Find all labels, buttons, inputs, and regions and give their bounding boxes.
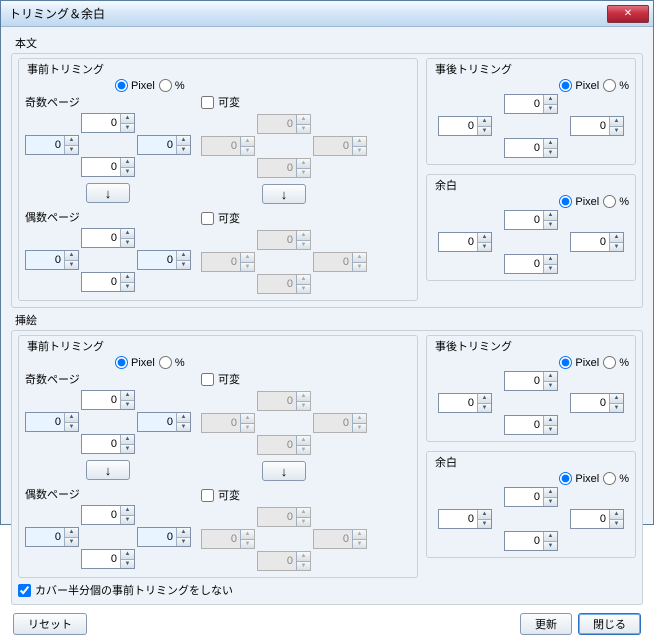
body-margin-right-spinner[interactable]: ▲▼ (570, 232, 624, 252)
reset-button[interactable]: リセット (13, 613, 87, 635)
illust-even-var-quad: ▲▼ ▲▼ ▲▼ ▲▼ (201, 507, 367, 571)
illustration-section-label: 挿絵 (15, 312, 643, 328)
body-even-variable-checkbox[interactable]: 可変 (201, 210, 240, 226)
content-area: 本文 事前トリミング Pixel % 奇数ページ ▲▼ (1, 27, 653, 524)
body-post-left-spinner[interactable]: ▲▼ (438, 116, 492, 136)
body-even-var-left-spinner: ▲▼ (201, 252, 255, 272)
illust-odd-variable-checkbox[interactable]: 可変 (201, 371, 240, 387)
body-margin-percent-radio[interactable]: % (603, 195, 629, 208)
body-odd-variable-checkbox[interactable]: 可変 (201, 94, 240, 110)
body-post-trim-group: 事後トリミング Pixel % ▲▼ ▲▼ ▲▼ ▲▼ (426, 58, 636, 165)
body-post-right-spinner[interactable]: ▲▼ (570, 116, 624, 136)
illust-margin-percent-radio[interactable]: % (603, 472, 629, 485)
body-section-label: 本文 (15, 35, 643, 51)
illust-even-left-spinner[interactable]: ▲▼ (25, 527, 79, 547)
body-odd-quad: ▲▼ ▲▼ ▲▼ ▲▼ (25, 113, 191, 177)
illust-post-trim-group: 事後トリミング Pixel % ▲▼ ▲▼ ▲▼ ▲▼ (426, 335, 636, 442)
body-margin-pixel-radio[interactable]: Pixel (559, 195, 599, 208)
body-pre-pixel-radio[interactable]: Pixel (115, 79, 155, 92)
body-copy-down-button[interactable]: ↓ (86, 183, 130, 203)
body-even-quad: ▲▼ ▲▼ ▲▼ ▲▼ (25, 228, 191, 292)
illust-even-right-spinner[interactable]: ▲▼ (137, 527, 191, 547)
body-pre-trim-group: 事前トリミング Pixel % 奇数ページ ▲▼ ▲▼ ▲▼ (18, 58, 418, 301)
illust-odd-top-spinner[interactable]: ▲▼ (81, 390, 135, 410)
body-post-percent-radio[interactable]: % (603, 79, 629, 92)
close-icon[interactable]: ✕ (607, 5, 649, 23)
illust-odd-right-spinner[interactable]: ▲▼ (137, 412, 191, 432)
illust-even-top-spinner[interactable]: ▲▼ (81, 505, 135, 525)
body-even-bottom-spinner[interactable]: ▲▼ (81, 272, 135, 292)
dialog-window: トリミング＆余白 ✕ 本文 事前トリミング Pixel % 奇数ページ (0, 0, 654, 525)
window-title: トリミング＆余白 (5, 5, 607, 22)
update-button[interactable]: 更新 (520, 613, 572, 635)
illust-copy-down-button[interactable]: ↓ (86, 460, 130, 480)
illust-margin-group: 余白 Pixel % ▲▼ ▲▼ ▲▼ ▲▼ (426, 451, 636, 558)
body-margin-quad: ▲▼ ▲▼ ▲▼ ▲▼ (433, 210, 629, 274)
body-margin-left-spinner[interactable]: ▲▼ (438, 232, 492, 252)
close-button[interactable]: 閉じる (578, 613, 641, 635)
illust-even-quad: ▲▼ ▲▼ ▲▼ ▲▼ (25, 505, 191, 569)
illust-post-pixel-radio[interactable]: Pixel (559, 356, 599, 369)
illust-odd-left-spinner[interactable]: ▲▼ (25, 412, 79, 432)
even-page-label: 偶数ページ (25, 209, 191, 225)
illust-pre-trim-group: 事前トリミング Pixel % 奇数ページ ▲▼ ▲▼ ▲▼ ▲▼ (18, 335, 418, 578)
odd-page-label: 奇数ページ (25, 94, 191, 110)
body-even-var-right-spinner: ▲▼ (313, 252, 367, 272)
body-odd-var-top-spinner: ▲▼ (257, 114, 311, 134)
titlebar: トリミング＆余白 ✕ (1, 1, 653, 27)
body-even-var-bottom-spinner: ▲▼ (257, 274, 311, 294)
body-panel: 事前トリミング Pixel % 奇数ページ ▲▼ ▲▼ ▲▼ (11, 53, 643, 308)
post-trim-title: 事後トリミング (433, 61, 514, 77)
body-odd-top-spinner[interactable]: ▲▼ (81, 113, 135, 133)
body-margin-top-spinner[interactable]: ▲▼ (504, 210, 558, 230)
body-even-top-spinner[interactable]: ▲▼ (81, 228, 135, 248)
illust-margin-quad: ▲▼ ▲▼ ▲▼ ▲▼ (433, 487, 629, 551)
illust-margin-pixel-radio[interactable]: Pixel (559, 472, 599, 485)
illust-even-bottom-spinner[interactable]: ▲▼ (81, 549, 135, 569)
body-even-var-top-spinner: ▲▼ (257, 230, 311, 250)
illust-odd-quad: ▲▼ ▲▼ ▲▼ ▲▼ (25, 390, 191, 454)
body-even-left-spinner[interactable]: ▲▼ (25, 250, 79, 270)
illust-var-copy-down-button[interactable]: ↓ (262, 461, 306, 481)
body-margin-bottom-spinner[interactable]: ▲▼ (504, 254, 558, 274)
body-post-pixel-radio[interactable]: Pixel (559, 79, 599, 92)
cover-half-checkbox[interactable]: カバー半分個の事前トリミングをしない (18, 582, 636, 598)
body-odd-left-spinner[interactable]: ▲▼ (25, 135, 79, 155)
illust-pre-pixel-radio[interactable]: Pixel (115, 356, 155, 369)
body-odd-var-right-spinner: ▲▼ (313, 136, 367, 156)
illust-odd-bottom-spinner[interactable]: ▲▼ (81, 434, 135, 454)
body-post-bottom-spinner[interactable]: ▲▼ (504, 138, 558, 158)
body-odd-var-bottom-spinner: ▲▼ (257, 158, 311, 178)
illust-pre-percent-radio[interactable]: % (159, 356, 185, 369)
body-post-quad: ▲▼ ▲▼ ▲▼ ▲▼ (433, 94, 629, 158)
body-even-var-quad: ▲▼ ▲▼ ▲▼ ▲▼ (201, 230, 367, 294)
body-odd-var-quad: ▲▼ ▲▼ ▲▼ ▲▼ (201, 114, 367, 178)
body-odd-bottom-spinner[interactable]: ▲▼ (81, 157, 135, 177)
body-odd-right-spinner[interactable]: ▲▼ (137, 135, 191, 155)
body-post-top-spinner[interactable]: ▲▼ (504, 94, 558, 114)
illust-odd-var-quad: ▲▼ ▲▼ ▲▼ ▲▼ (201, 391, 367, 455)
illust-even-variable-checkbox[interactable]: 可変 (201, 487, 240, 503)
illust-post-percent-radio[interactable]: % (603, 356, 629, 369)
illustration-panel: 事前トリミング Pixel % 奇数ページ ▲▼ ▲▼ ▲▼ ▲▼ (11, 330, 643, 605)
body-pre-percent-radio[interactable]: % (159, 79, 185, 92)
body-margin-group: 余白 Pixel % ▲▼ ▲▼ ▲▼ ▲▼ (426, 174, 636, 281)
illust-post-quad: ▲▼ ▲▼ ▲▼ ▲▼ (433, 371, 629, 435)
footer: リセット 更新 閉じる (11, 609, 643, 635)
body-var-copy-down-button[interactable]: ↓ (262, 184, 306, 204)
body-even-right-spinner[interactable]: ▲▼ (137, 250, 191, 270)
body-odd-var-left-spinner: ▲▼ (201, 136, 255, 156)
margin-title: 余白 (433, 177, 459, 193)
pre-trim-title: 事前トリミング (25, 61, 106, 77)
